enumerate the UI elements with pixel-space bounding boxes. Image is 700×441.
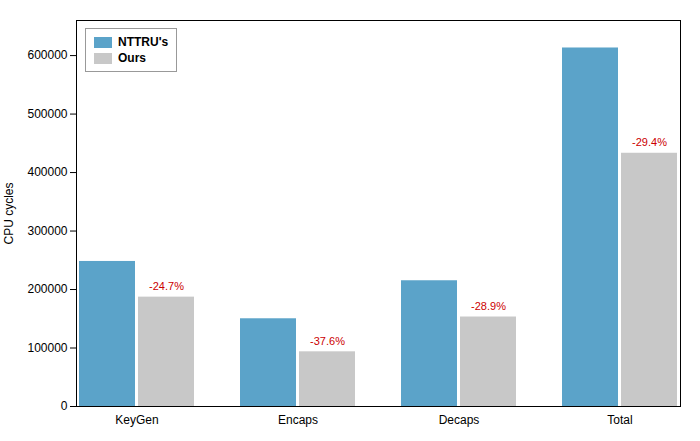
svg-text:300000: 300000 bbox=[27, 224, 67, 238]
svg-text:CPU cycles: CPU cycles bbox=[2, 182, 16, 244]
svg-text:Total: Total bbox=[607, 413, 632, 427]
svg-text:Decaps: Decaps bbox=[439, 413, 480, 427]
svg-text:600000: 600000 bbox=[27, 48, 67, 62]
svg-text:500000: 500000 bbox=[27, 107, 67, 121]
svg-text:200000: 200000 bbox=[27, 282, 67, 296]
html-text:NTTRU's: NTTRU's bbox=[118, 35, 169, 49]
svg-text:0: 0 bbox=[61, 399, 68, 413]
svg-text:-24.7%: -24.7% bbox=[149, 280, 184, 292]
svg-text:KeyGen: KeyGen bbox=[115, 413, 158, 427]
svg-text:400000: 400000 bbox=[27, 165, 67, 179]
svg-text:-28.9%: -28.9% bbox=[471, 300, 506, 312]
html-text:Ours: Ours bbox=[118, 51, 146, 65]
svg-text:100000: 100000 bbox=[27, 341, 67, 355]
svg-text:Encaps: Encaps bbox=[278, 413, 318, 427]
svg-text:-37.6%: -37.6% bbox=[310, 335, 345, 347]
svg-text:-29.4%: -29.4% bbox=[632, 136, 667, 148]
